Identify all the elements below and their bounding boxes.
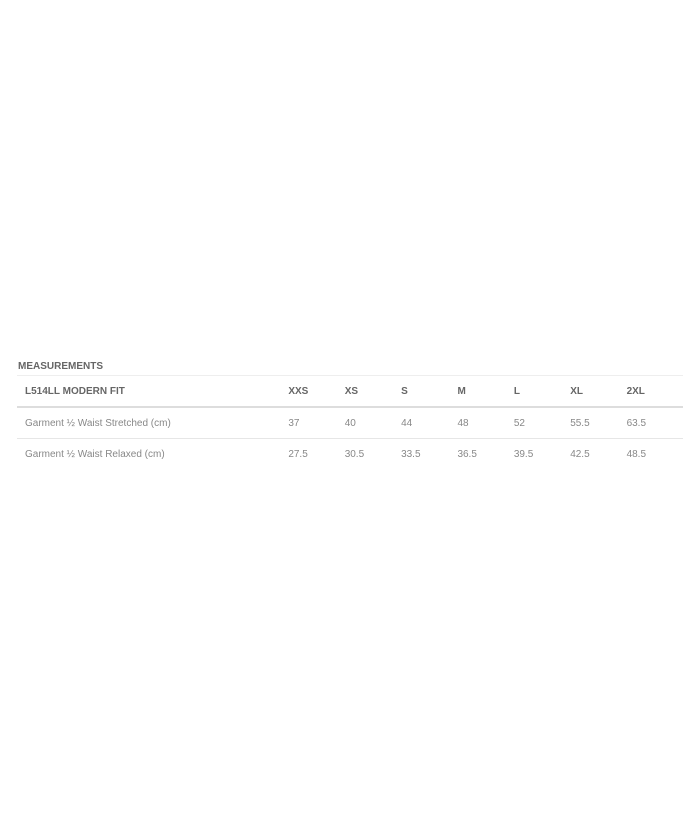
section-title: MEASUREMENTS bbox=[18, 361, 104, 372]
table-header-row: L514LL MODERN FIT XXS XS S M L XL 2XL bbox=[17, 375, 683, 407]
header-cell: L514LL MODERN FIT bbox=[25, 385, 125, 397]
table-cell: 55.5 bbox=[570, 417, 590, 429]
table-cell: 48.5 bbox=[626, 448, 647, 460]
header-cell: XXS bbox=[288, 385, 309, 397]
table-cell: 44 bbox=[401, 417, 413, 429]
header-cell: S bbox=[401, 385, 408, 397]
table-cell: 40 bbox=[344, 417, 356, 429]
header-cell: XL bbox=[570, 385, 583, 397]
table-row: Garment ½ Waist Stretched (cm) 37 40 44 … bbox=[17, 407, 683, 439]
header-cell: 2XL bbox=[626, 385, 645, 397]
table-cell: 33.5 bbox=[401, 448, 421, 460]
row-label: Garment ½ Waist Stretched (cm) bbox=[25, 417, 171, 429]
table-cell: 27.5 bbox=[288, 448, 308, 460]
table-cell: 36.5 bbox=[457, 448, 477, 460]
header-cell: XS bbox=[344, 385, 359, 397]
table-cell: 30.5 bbox=[344, 448, 365, 460]
table-cell: 42.5 bbox=[570, 448, 590, 460]
header-cell: M bbox=[457, 385, 466, 397]
table-cell: 52 bbox=[513, 417, 525, 429]
header-cell: L bbox=[513, 385, 520, 397]
table-cell: 48 bbox=[457, 417, 469, 429]
table-cell: 37 bbox=[288, 417, 300, 429]
table-cell: 39.5 bbox=[513, 448, 534, 460]
table-cell: 63.5 bbox=[626, 417, 647, 429]
row-label: Garment ½ Waist Relaxed (cm) bbox=[25, 448, 165, 460]
table-row: Garment ½ Waist Relaxed (cm) 27.5 30.5 3… bbox=[17, 439, 683, 470]
measurements-table: L514LL MODERN FIT XXS XS S M L XL 2XL Ga… bbox=[17, 375, 683, 469]
